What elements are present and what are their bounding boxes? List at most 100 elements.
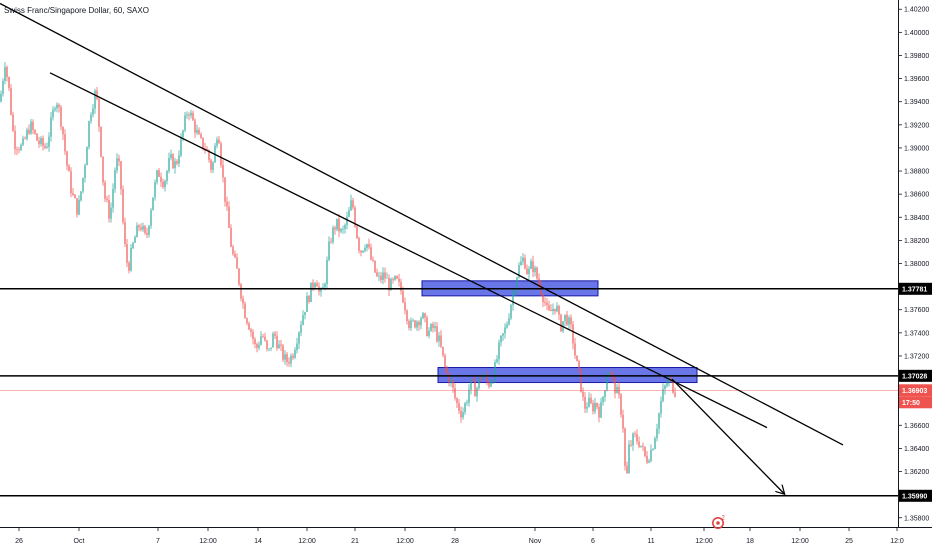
candle (460, 406, 462, 423)
candle (130, 244, 132, 272)
trendline-2[interactable] (49, 72, 768, 429)
candle-body (270, 347, 272, 349)
candle (606, 371, 608, 392)
candle-body (412, 320, 414, 322)
candle-body (292, 355, 294, 358)
projection-arrow[interactable] (671, 378, 784, 493)
y-tick-label: 1.36600 (904, 423, 929, 430)
candle-body (28, 129, 30, 134)
candle-body (30, 121, 32, 134)
trendline-1[interactable] (0, 2, 844, 446)
candle-body (648, 460, 650, 463)
candle (570, 314, 572, 330)
candle (204, 142, 206, 154)
candle (426, 315, 428, 337)
candle-body (390, 278, 392, 291)
candle (218, 135, 220, 144)
candle-body (138, 225, 140, 228)
candle (138, 224, 140, 232)
candle-body (516, 277, 518, 291)
candle-body (410, 320, 412, 329)
horizontal-lines-layer[interactable] (0, 288, 898, 497)
candle (356, 225, 358, 240)
candle-body (166, 171, 168, 181)
candle-body (480, 378, 482, 380)
candle-body (128, 262, 130, 271)
candle-body (218, 139, 220, 144)
candle-body (674, 392, 676, 397)
candle (622, 409, 624, 433)
y-tick-label: 1.39200 (904, 122, 929, 129)
candle (6, 65, 8, 82)
candle-body (16, 149, 18, 150)
candle-body (628, 444, 630, 474)
candle (74, 193, 76, 199)
candle-body (186, 114, 188, 116)
candle (294, 347, 296, 360)
candle-body (386, 277, 388, 279)
candle-body (272, 333, 274, 348)
candle (374, 260, 376, 274)
candle-body (154, 182, 156, 198)
candle (298, 331, 300, 350)
candle (280, 339, 282, 352)
candle (168, 152, 170, 174)
candle (142, 222, 144, 232)
y-tick-label: 1.38600 (904, 192, 929, 199)
candle (328, 236, 330, 262)
candle (396, 275, 398, 280)
candle-body (586, 406, 588, 409)
candle (32, 119, 34, 135)
candle-body (542, 294, 544, 302)
candle (420, 316, 422, 330)
candle (490, 378, 492, 388)
candle-body (156, 170, 158, 183)
candle (642, 442, 644, 451)
candle-body (236, 257, 238, 269)
price-axis-bg (898, 0, 932, 550)
candle (452, 379, 454, 393)
tradingview-logo-icon[interactable]: 2 (711, 514, 727, 530)
candle-body (578, 361, 580, 369)
candle (558, 304, 560, 321)
countdown-tag-bg (899, 396, 932, 409)
y-tick-label: 1.36400 (904, 446, 929, 453)
candle-body (52, 109, 54, 118)
candle-body (46, 146, 48, 148)
candle-body (142, 226, 144, 230)
candle (398, 273, 400, 287)
y-tick-label: 1.39800 (904, 53, 929, 60)
candle-body (84, 165, 86, 178)
candle-body (398, 278, 400, 282)
trendlines-layer[interactable] (0, 2, 844, 493)
candle-body (670, 377, 672, 380)
candle-body (326, 259, 328, 285)
resistance-zone-2[interactable] (437, 367, 698, 384)
candle (660, 396, 662, 418)
candle-body (364, 247, 366, 251)
candle-body (614, 377, 616, 394)
price-tag-3: 1.35990 (902, 493, 927, 500)
candle-body (338, 218, 340, 232)
candle-body (658, 413, 660, 429)
zones-layer[interactable] (421, 280, 698, 384)
candle-body (172, 154, 174, 169)
candle (644, 446, 646, 458)
candle-body (336, 218, 338, 230)
x-tick-label: 26 (15, 538, 23, 545)
candle-body (394, 275, 396, 280)
candle (392, 277, 394, 284)
candle (530, 258, 532, 270)
x-tick-label: 6 (591, 538, 595, 545)
x-tick-label: Nov (529, 538, 542, 545)
candle (232, 244, 234, 256)
candle-body (552, 308, 554, 312)
candle-body (388, 277, 390, 291)
candle-body (566, 314, 568, 325)
candle (224, 177, 226, 207)
candle-body (136, 225, 138, 238)
candle (628, 440, 630, 474)
candle-body (304, 311, 306, 316)
